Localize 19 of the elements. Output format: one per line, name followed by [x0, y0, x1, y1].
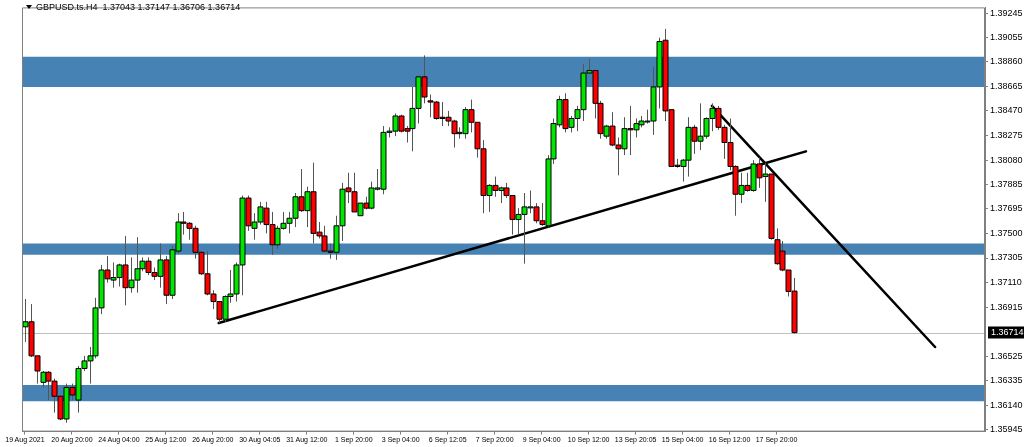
- y-tick-label: 1.35945: [990, 424, 1023, 435]
- y-tick-label: 1.36335: [990, 374, 1023, 385]
- y-tick-label: 1.37885: [990, 179, 1023, 190]
- y-tick-label: 1.37500: [990, 227, 1023, 238]
- y-tick-label: 1.37695: [990, 203, 1023, 214]
- y-tick-label: 1.38665: [990, 80, 1023, 91]
- ref-line-label: 1.36714: [991, 327, 1024, 338]
- y-tick-label: 1.36525: [990, 350, 1023, 361]
- y-tick-label: 1.38275: [990, 130, 1023, 141]
- y-tick-label: 1.38470: [990, 105, 1023, 116]
- y-tick-label: 1.37305: [990, 252, 1023, 263]
- y-tick-label: 1.38860: [990, 56, 1023, 67]
- chart-title: GBPUSD.ts.H4 1.37043 1.37147 1.36706 1.36714: [36, 2, 241, 12]
- y-tick-label: 1.36140: [990, 399, 1023, 410]
- y-tick-label: 1.36915: [990, 301, 1023, 312]
- y-tick-label: 1.37110: [990, 277, 1022, 288]
- y-tick-label: 1.39245: [990, 7, 1023, 18]
- y-tick-label: 1.38080: [990, 154, 1023, 165]
- y-tick-label: 1.39055: [990, 31, 1023, 42]
